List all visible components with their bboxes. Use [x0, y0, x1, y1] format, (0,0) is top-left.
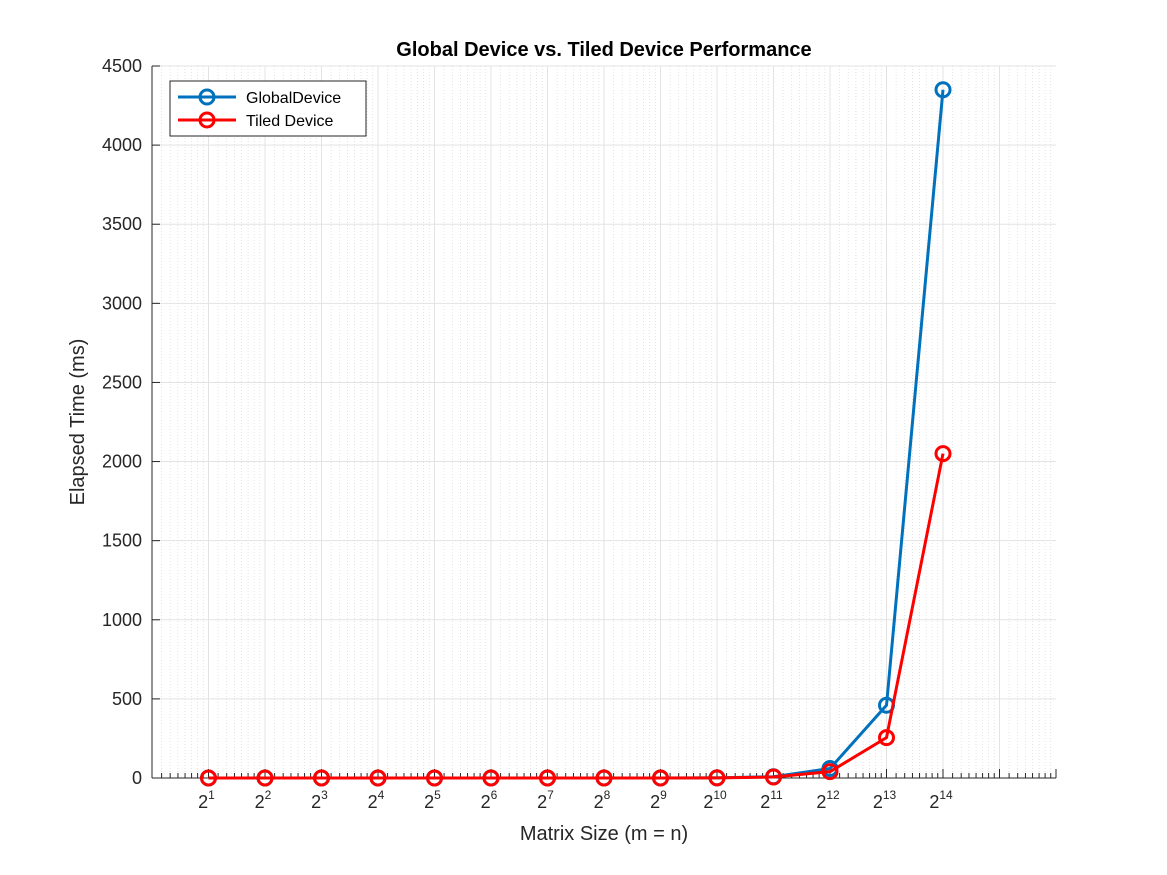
grid: [152, 65, 1056, 779]
tiled-device-marker: [426, 769, 443, 787]
tiled-device-marker: [708, 769, 726, 787]
x-tick-label: 211: [760, 788, 783, 812]
y-tick-label: 0: [132, 768, 142, 788]
legend-label-tiled-device: Tiled Device: [246, 113, 334, 130]
x-tick-label: 21: [198, 788, 215, 812]
y-tick-label: 3500: [102, 214, 142, 234]
x-tick-label: 214: [929, 788, 953, 812]
x-tick-label: 212: [816, 788, 840, 812]
tiled-device-marker: [934, 445, 952, 463]
y-tick-label: 1000: [102, 610, 142, 630]
y-tick-label: 500: [112, 689, 142, 709]
y-tick-label: 4500: [102, 56, 142, 76]
x-tick-label: 23: [311, 788, 328, 812]
x-tick-label: 210: [703, 788, 727, 812]
chart-title: Global Device vs. Tiled Device Performan…: [396, 39, 811, 61]
tiled-device-marker: [821, 763, 839, 781]
tiled-device-line: [208, 453, 945, 780]
x-tick-label: 26: [481, 788, 498, 812]
x-tick-label: 27: [537, 788, 554, 812]
x-tick-label: 24: [368, 788, 385, 812]
legend-marker-tiled-device: [198, 111, 216, 129]
tiled-device-marker: [595, 769, 613, 787]
legend-label-globaldevice: GlobalDevice: [246, 90, 341, 107]
y-tick-labels: 0 500 1000 1500 2000 2500 3000 3500 4000 4500: [102, 56, 142, 788]
y-axis-label: Elapsed Time (ms): [67, 339, 89, 506]
tiled-device-marker: [652, 769, 669, 787]
y-tick-label: 4000: [102, 135, 142, 155]
tiled-device-marker: [878, 729, 895, 747]
tiled-device-marker: [369, 769, 387, 787]
y-tick-label: 3000: [102, 293, 142, 313]
tiled-device-marker: [256, 769, 274, 787]
tiled-device-marker: [482, 769, 500, 787]
tiled-device-marker: [539, 769, 556, 787]
tiled-device-marker: [313, 769, 330, 787]
legend-marker-globaldevice: [198, 88, 216, 106]
x-tick-label: 22: [255, 788, 272, 812]
x-tick-label: 28: [594, 788, 611, 812]
y-tick-label: 2000: [102, 452, 142, 472]
y-tick-label: 1500: [102, 531, 142, 551]
x-tick-label: 25: [424, 788, 441, 812]
tiled-device-marker: [765, 768, 782, 786]
x-tick-labels: 21 22 23 24 25 26 27 28 29 210 211 212 213 214: [198, 788, 953, 812]
globaldevice-marker: [934, 81, 952, 99]
x-tick-label: 29: [650, 788, 667, 812]
tiled-device-marker: [200, 769, 217, 787]
x-axis-label: Matrix Size (m = n): [520, 823, 688, 845]
legend: GlobalDevice Tiled Device: [169, 80, 367, 137]
series-group: [200, 81, 952, 787]
y-tick-label: 2500: [102, 372, 142, 392]
x-tick-label: 213: [873, 788, 897, 812]
